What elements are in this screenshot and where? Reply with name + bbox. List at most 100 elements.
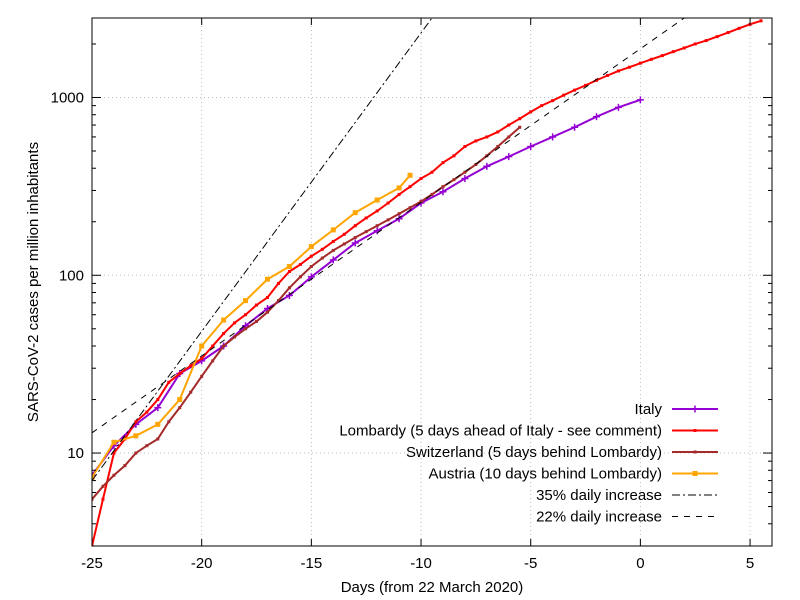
legend-marker [691,405,699,413]
legend-entry-austria-10-days[interactable]: Austria (10 days behind Lombardy) [429,466,718,483]
data-point-lombardy-5-days [178,372,182,376]
legend-entry-italy[interactable]: Italy [634,401,718,418]
data-point-lombardy-5-days [529,110,533,114]
data-point-switzerland-5-days [496,145,500,149]
data-point-lombardy-5-days [298,262,302,266]
data-point-austria-10-days [352,210,358,216]
data-point-italy [329,256,337,264]
data-point-lombardy-5-days [134,420,138,424]
data-point-austria-10-days [330,227,336,233]
data-point-switzerland-5-days [386,218,390,222]
legend-label: 22% daily increase [536,509,662,526]
data-point-switzerland-5-days [211,359,215,363]
data-point-austria-10-days [221,317,227,323]
data-point-switzerland-5-days [452,178,456,182]
legend-label: Switzerland (5 days behind Lombardy) [406,444,662,461]
data-point-austria-10-days [286,264,292,270]
legend-marker [693,429,697,432]
data-point-switzerland-5-days [419,199,423,203]
data-point-austria-10-days [199,343,205,349]
data-point-switzerland-5-days [92,497,94,501]
data-point-lombardy-5-days [287,270,291,274]
data-point-switzerland-5-days [397,212,401,216]
data-point-switzerland-5-days [112,473,116,477]
data-point-lombardy-5-days [375,209,379,213]
data-point-lombardy-5-days [101,497,105,501]
data-point-italy [636,96,644,104]
data-point-italy [395,215,403,223]
data-point-switzerland-5-days [222,344,226,348]
data-point-switzerland-5-days [255,319,259,323]
legend[interactable]: Italy Lombardy (5 days ahead of Italy - s… [339,401,718,526]
data-point-switzerland-5-days [123,464,127,468]
data-point-switzerland-5-days [156,437,160,441]
data-point-italy [571,123,579,131]
data-point-lombardy-5-days [518,117,522,121]
data-point-switzerland-5-days [430,192,434,196]
data-point-lombardy-5-days [309,254,313,258]
data-point-lombardy-5-days [200,357,204,361]
y-tick-label: 1000 [51,89,84,106]
data-point-switzerland-5-days [189,390,193,394]
data-point-italy [285,291,293,299]
data-point-lombardy-5-days [222,332,226,336]
data-point-italy [527,143,535,151]
data-point-lombardy-5-days [92,544,94,546]
legend-entry-lombardy-5-days[interactable]: Lombardy (5 days ahead of Italy - see co… [339,423,718,440]
data-point-switzerland-5-days [101,484,105,488]
data-point-austria-10-days [133,433,139,439]
data-point-lombardy-5-days [726,31,730,35]
y-axis-label: SARS-CoV-2 cases per million inhabitants [25,142,42,422]
data-point-italy [439,188,447,196]
data-point-austria-10-days [92,474,95,480]
data-point-lombardy-5-days [605,73,609,77]
data-point-switzerland-5-days [320,256,324,260]
data-point-lombardy-5-days [156,398,160,402]
data-point-austria-10-days [308,244,314,250]
data-point-austria-10-days [155,421,161,427]
data-point-switzerland-5-days [353,236,357,240]
data-point-lombardy-5-days [737,26,741,30]
data-point-lombardy-5-days [276,281,280,285]
data-point-switzerland-5-days [178,406,182,410]
data-point-lombardy-5-days [189,364,193,368]
data-point-switzerland-5-days [276,299,280,303]
data-point-switzerland-5-days [200,374,204,378]
x-axis-label: Days (from 22 March 2020) [341,579,524,596]
data-point-lombardy-5-days [244,313,248,317]
data-point-lombardy-5-days [386,201,390,205]
data-point-switzerland-5-days [342,242,346,246]
data-point-italy [461,175,469,183]
data-point-italy [593,113,601,121]
legend-label: Italy [634,401,662,418]
data-point-switzerland-5-days [375,224,379,228]
data-point-switzerland-5-days [134,451,138,455]
legend-marker [693,450,697,454]
ticks: -25 -20 -15 -10 -5 0 5 10 100 1000 [51,18,772,572]
data-point-lombardy-5-days [485,135,489,139]
x-tick-label: -20 [191,555,213,572]
data-point-switzerland-5-days [518,125,522,129]
data-point-switzerland-5-days [408,206,412,210]
legend-entry-22-daily-increase[interactable]: 22% daily increase [536,509,718,526]
data-point-lombardy-5-days [364,216,368,220]
data-point-lombardy-5-days [660,54,664,58]
data-point-lombardy-5-days [233,321,237,325]
data-point-lombardy-5-days [507,123,511,127]
data-point-lombardy-5-days [320,247,324,251]
data-point-lombardy-5-days [562,93,566,97]
data-point-lombardy-5-days [167,380,171,384]
data-point-switzerland-5-days [298,275,302,279]
series-line-austria-10-days [92,174,411,478]
data-point-switzerland-5-days [364,230,368,234]
data-point-lombardy-5-days [441,161,445,165]
legend-entry-35-daily-increase[interactable]: 35% daily increase [536,487,718,504]
data-point-lombardy-5-days [595,78,599,82]
data-point-lombardy-5-days [759,19,763,23]
legend-entry-switzerland-5-days[interactable]: Switzerland (5 days behind Lombardy) [406,444,718,461]
data-point-austria-10-days [264,276,270,282]
data-point-italy [351,239,359,247]
data-point-italy [549,133,557,141]
data-point-lombardy-5-days [265,295,269,299]
